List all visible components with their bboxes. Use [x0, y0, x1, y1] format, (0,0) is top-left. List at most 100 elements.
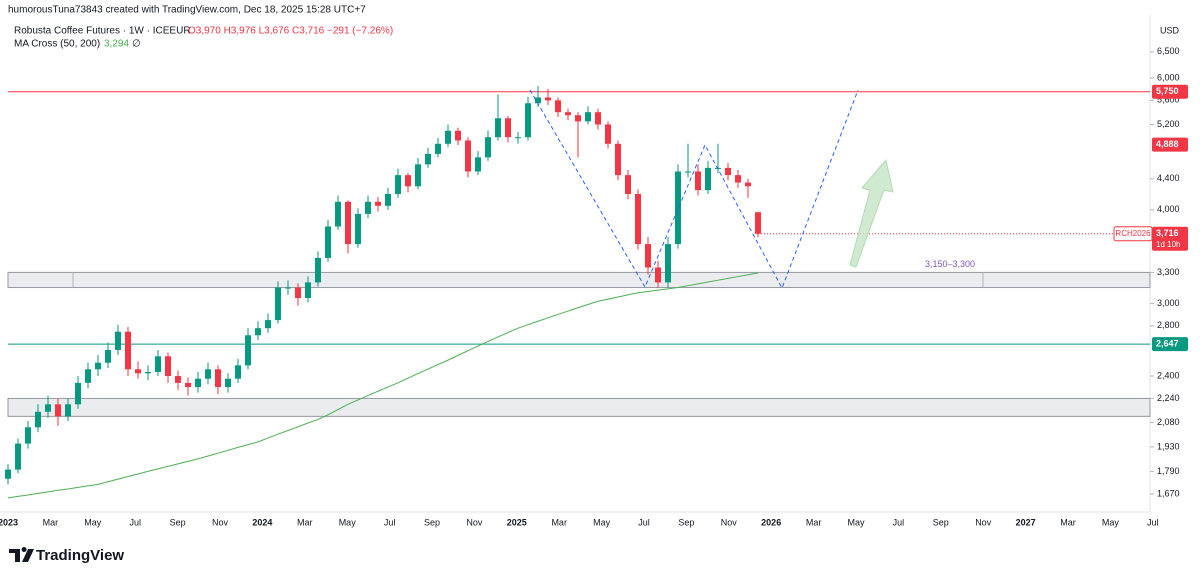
candle-body	[555, 100, 561, 113]
y-tick-label: 5,200	[1157, 119, 1180, 129]
candle-body	[685, 171, 691, 173]
candle-body	[645, 244, 651, 268]
x-tick-label: Nov	[212, 517, 229, 527]
x-tick-label: Mar	[43, 517, 59, 527]
candle-body	[415, 164, 421, 187]
x-tick-label: 2023	[0, 517, 18, 527]
candle-body	[275, 287, 281, 321]
candle-body	[495, 118, 501, 138]
candle-body	[55, 404, 61, 417]
candle-body	[65, 404, 71, 417]
candle-body	[265, 320, 271, 329]
x-tick-label: May	[847, 517, 865, 527]
candle-body	[735, 175, 741, 183]
moving-average	[7, 272, 759, 499]
candle-body	[475, 157, 481, 172]
candle-body	[295, 287, 301, 299]
logo-mark	[9, 547, 34, 562]
candle-body	[355, 213, 361, 245]
ohlc: O3,970 H3,976 L3,676 C3,716 −291 (−7.26%…	[188, 26, 393, 37]
candle-body	[585, 112, 591, 122]
y-tick-label: 1,790	[1157, 466, 1180, 476]
candle-body	[35, 411, 41, 428]
candle-body	[565, 112, 571, 116]
level-badge	[1152, 337, 1188, 352]
x-tick-label: Mar	[297, 517, 313, 527]
symbol-label: RCH2026	[1115, 229, 1151, 238]
candle-body	[335, 201, 341, 227]
ma-line	[7, 272, 759, 499]
y-tick-label: 2,400	[1157, 370, 1180, 380]
candle-body	[655, 267, 661, 283]
y-tick-label: 6,000	[1157, 72, 1180, 82]
y-tick-label: 1,930	[1157, 441, 1180, 451]
candle-body	[365, 201, 371, 214]
candle-body	[175, 376, 181, 383]
x-tick-label: Jul	[1147, 517, 1159, 527]
candle-body	[305, 282, 311, 299]
candle-body	[635, 193, 641, 245]
candle-body	[5, 469, 11, 479]
candle-body	[205, 369, 211, 379]
candle-body	[155, 356, 161, 372]
candle-body	[95, 362, 101, 370]
x-tick-label: Mar	[806, 517, 822, 527]
y-tick-label: 5,600	[1157, 95, 1180, 105]
candle-body	[515, 137, 521, 139]
candle-body	[385, 193, 391, 206]
candle-body	[145, 371, 151, 374]
candle-body	[485, 137, 491, 158]
candle-body	[345, 201, 351, 245]
x-tick-label: Sep	[933, 517, 949, 527]
candle-body	[135, 369, 141, 374]
candle-body	[25, 427, 31, 444]
candle-body	[195, 378, 201, 388]
candle-body	[505, 118, 511, 138]
level-label: 5,750	[1156, 86, 1179, 96]
candle-body	[165, 356, 171, 377]
candle-body	[535, 97, 541, 104]
last-price-badge	[1152, 226, 1188, 251]
y-tick-label: 4,000	[1157, 204, 1180, 214]
candle-body	[375, 201, 381, 206]
candle-body	[425, 153, 431, 165]
x-tick-label: Nov	[466, 517, 483, 527]
level-label: 4,888	[1156, 139, 1179, 149]
x-tick-label: May	[593, 517, 611, 527]
credit: humorousTuna73843 created with TradingVi…	[8, 5, 366, 16]
candle-body	[315, 257, 321, 283]
x-tick-label: Mar	[1060, 517, 1076, 527]
x-tick-label: Jul	[129, 517, 141, 527]
candle-body	[395, 175, 401, 194]
last-price-label: 3,716	[1156, 228, 1179, 238]
projection-arrow	[849, 158, 894, 268]
candle-body	[215, 369, 221, 388]
candles	[5, 86, 761, 485]
brand-logo: TradingView	[9, 547, 124, 564]
candle-body	[615, 143, 621, 176]
y-tick-label: 4,400	[1157, 173, 1180, 183]
x-tick-label: Sep	[424, 517, 440, 527]
ma-symbol: ∅	[132, 39, 141, 50]
x-tick-label: Nov	[975, 517, 992, 527]
level-label: 2,647	[1156, 339, 1179, 349]
x-tick-label: Sep	[170, 517, 186, 527]
zone	[7, 397, 1151, 417]
candle-body	[725, 167, 731, 176]
candle-body	[325, 226, 331, 258]
candle-body	[185, 382, 191, 388]
x-tick-label: Jul	[384, 517, 396, 527]
y-tick-label: 3,000	[1157, 298, 1180, 308]
x-tick-label: Mar	[551, 517, 567, 527]
candle-body	[285, 287, 291, 289]
candle-body	[545, 97, 551, 101]
ma-value: 3,294	[104, 39, 129, 50]
y-tick-label: 6,500	[1157, 46, 1180, 56]
candle-body	[665, 244, 671, 283]
candle-body	[15, 443, 21, 470]
levels	[8, 91, 1150, 345]
zone	[7, 271, 1151, 289]
axes: 6,500 6,000 5,600 5,200 4,400 4,000 3,300 3,000…	[0, 46, 1188, 527]
